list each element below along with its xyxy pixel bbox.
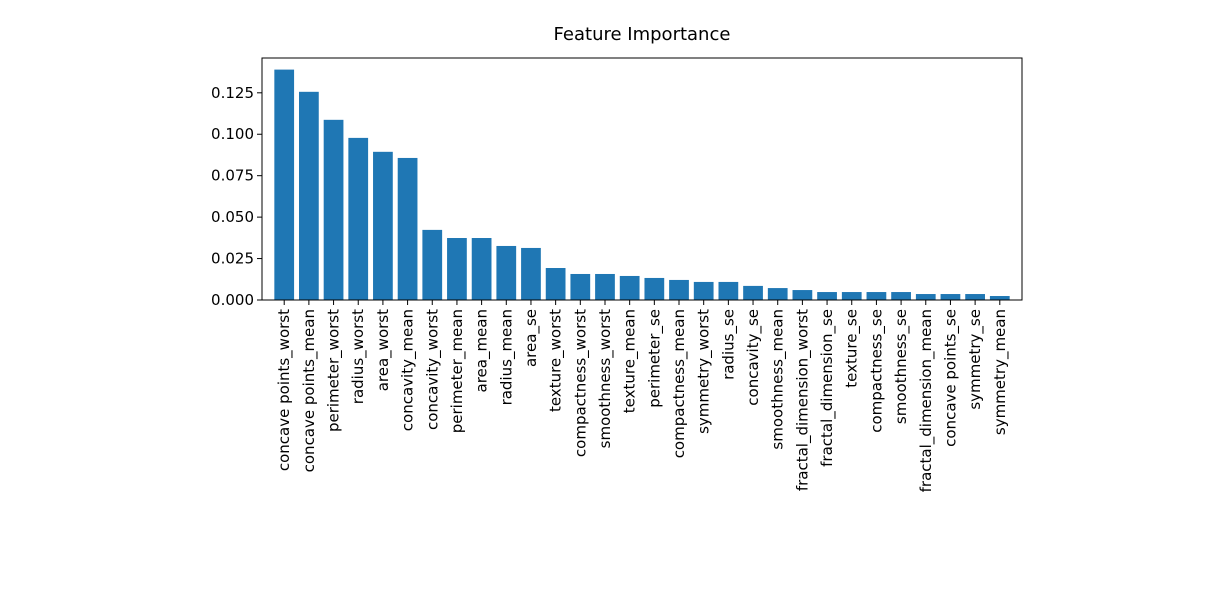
bar: [718, 281, 739, 300]
x-tick-label: radius_worst: [349, 309, 368, 404]
x-tick-label: concave points_se: [941, 309, 960, 447]
bar: [965, 294, 985, 300]
bar: [891, 292, 911, 300]
bar: [323, 119, 344, 301]
x-tick-label: compactness_se: [867, 309, 886, 433]
x-tick-label: smoothness_worst: [596, 309, 615, 448]
bar: [447, 238, 467, 300]
y-tick-label: 0.100: [211, 125, 254, 143]
x-tick-label: fractal_dimension_worst: [793, 309, 812, 491]
x-tick-label: perimeter_worst: [325, 309, 344, 432]
x-tick-label: symmetry_worst: [695, 309, 714, 434]
x-tick-label: symmetry_mean: [991, 309, 1010, 435]
x-tick-label: perimeter_mean: [448, 309, 467, 433]
bar: [669, 279, 689, 300]
x-tick-label: texture_se: [843, 309, 862, 388]
x-tick-label: area_se: [522, 309, 541, 367]
y-tick-label: 0.075: [211, 167, 254, 185]
bar: [299, 91, 319, 301]
bar: [866, 292, 887, 300]
bar: [570, 273, 591, 300]
bar: [792, 290, 813, 300]
bar: [817, 292, 837, 300]
chart-title: Feature Importance: [554, 24, 731, 45]
x-tick-label: concave points_mean: [300, 309, 319, 472]
y-tick-label: 0.125: [211, 84, 254, 102]
bar: [619, 275, 640, 300]
x-tick-label: area_worst: [374, 309, 393, 391]
plot-frame: [261, 57, 1023, 301]
x-tick-label: compactness_worst: [571, 309, 590, 457]
bar: [989, 296, 1010, 300]
x-tick-label: radius_mean: [497, 309, 516, 405]
y-tick-label: 0.025: [211, 250, 254, 268]
bar: [397, 157, 418, 300]
bar: [422, 229, 443, 300]
x-tick-label: concavity_mean: [399, 309, 418, 431]
x-tick-label: concavity_se: [744, 309, 763, 406]
bar: [841, 292, 862, 300]
bar: [496, 245, 517, 300]
x-tick-label: smoothness_mean: [769, 309, 788, 450]
y-tick-label: 0.000: [211, 291, 254, 309]
bar: [595, 273, 615, 300]
x-tick-label: concavity_worst: [423, 309, 442, 430]
x-tick-label: fractal_dimension_mean: [917, 309, 936, 492]
bar: [274, 69, 295, 300]
bar: [348, 137, 369, 300]
bar: [644, 277, 665, 300]
bar: [743, 285, 763, 300]
x-tick-label: smoothness_se: [892, 309, 911, 424]
x-tick-label: texture_worst: [547, 309, 566, 412]
bar: [545, 268, 566, 300]
x-tick-label: radius_se: [719, 309, 738, 380]
bar: [471, 238, 492, 300]
bar: [693, 281, 714, 300]
bar: [767, 288, 788, 300]
x-tick-label: symmetry_se: [966, 309, 985, 410]
x-tick-label: texture_mean: [621, 309, 640, 413]
y-tick-label: 0.050: [211, 208, 254, 226]
bar: [521, 247, 541, 300]
bar: [915, 294, 936, 300]
bar: [373, 151, 393, 300]
x-tick-label: concave points_worst: [275, 309, 294, 471]
bar: [940, 294, 961, 300]
x-tick-label: fractal_dimension_se: [818, 309, 837, 467]
x-tick-label: compactness_mean: [670, 309, 689, 458]
x-tick-label: area_mean: [473, 309, 492, 393]
x-tick-label: perimeter_se: [645, 309, 664, 408]
